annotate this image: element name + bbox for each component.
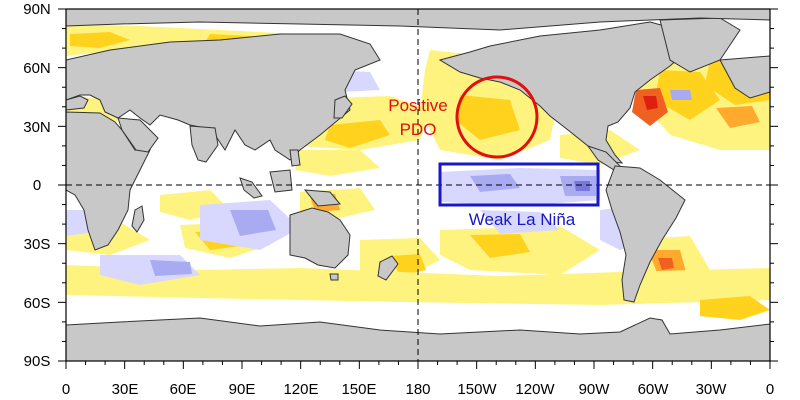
x-tick-90e: 90E [229,381,256,398]
x-tick-90w: 90W [579,381,611,398]
philippines [289,149,301,167]
africa [66,111,151,251]
x-tick-150w: 150W [457,381,497,398]
eurasia [66,33,381,161]
x-tick-60e: 60E [170,381,197,398]
la-nina-box [438,162,600,207]
pdo-label-line1: Positive [388,96,448,115]
y-tick-0: 0 [33,177,41,194]
new-zealand [377,255,399,281]
new-guinea [303,189,341,207]
west-europe [66,95,89,111]
y-tick-60n: 60N [23,60,51,77]
x-tick-30e: 30E [112,381,139,398]
x-tick-0-left: 0 [62,381,70,398]
pdo-circle [455,75,539,159]
madagascar [131,205,145,233]
y-tick-90n: 90N [23,1,51,18]
x-tick-120e: 120E [283,381,318,398]
tasmania [329,273,339,281]
x-tick-60w: 60W [638,381,670,398]
x-tick-0-right: 0 [766,381,774,398]
arabia [117,117,159,153]
australia [289,207,351,269]
map-area [66,9,770,361]
pdo-label-line2: PDO [400,120,437,139]
borneo [269,169,293,193]
x-tick-120w: 120W [515,381,555,398]
x-tick-150e: 150E [341,381,376,398]
north-america [438,21,691,164]
y-tick-30s: 30S [24,236,51,253]
axis-ticks [58,8,778,369]
south-america [605,165,686,303]
sumatra [239,177,263,199]
x-axis-labels: 0 30E 60E 90E 120E 150E 180 150W 120W 90… [62,381,774,398]
la-nina-label: Weak La Niña [469,210,576,229]
japan [333,95,353,119]
y-axis-labels: 90N 60N 30N 0 30S 60S 90S [23,1,51,370]
europe-north [719,55,770,99]
x-tick-30w: 30W [696,381,728,398]
y-tick-60s: 60S [24,295,51,312]
x-tick-180: 180 [405,381,430,398]
y-tick-30n: 30N [23,119,51,136]
india [189,125,219,163]
y-tick-90s: 90S [24,353,51,370]
